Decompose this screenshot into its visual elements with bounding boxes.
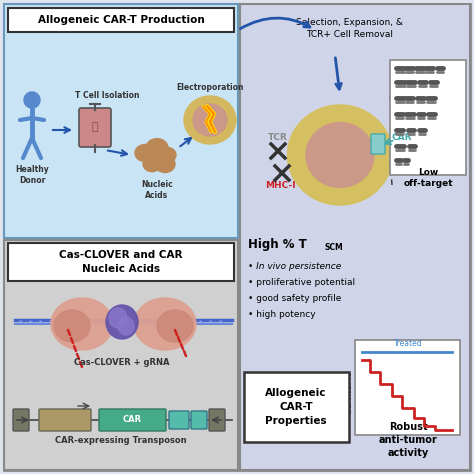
Text: • high potency: • high potency [248,310,316,319]
Text: Allogeneic
CAR-T
Properties: Allogeneic CAR-T Properties [265,388,327,426]
Ellipse shape [146,139,168,157]
Text: • In vivo persistence: • In vivo persistence [248,262,341,271]
FancyBboxPatch shape [371,134,385,154]
Ellipse shape [51,298,113,350]
Text: TCR: TCR [268,133,288,142]
Text: ＋: ＋ [91,122,98,132]
Text: Electroporation: Electroporation [176,83,244,92]
Text: SCM: SCM [325,243,344,252]
FancyBboxPatch shape [244,372,349,442]
Ellipse shape [118,317,134,335]
Ellipse shape [288,105,392,205]
Ellipse shape [109,308,127,328]
FancyBboxPatch shape [4,240,238,470]
FancyBboxPatch shape [209,409,225,431]
Text: Nucleic
Acids: Nucleic Acids [141,180,173,200]
Ellipse shape [158,147,176,163]
Text: Low
off-target: Low off-target [403,168,453,188]
FancyBboxPatch shape [169,411,189,429]
Ellipse shape [184,96,236,144]
Ellipse shape [306,122,374,188]
Text: Selection, Expansion, &
TCR+ Cell Removal: Selection, Expansion, & TCR+ Cell Remova… [297,18,403,39]
FancyBboxPatch shape [191,411,207,429]
FancyBboxPatch shape [390,60,466,175]
Text: Healthy
Donor: Healthy Donor [15,165,49,185]
Ellipse shape [143,156,161,172]
FancyBboxPatch shape [39,409,91,431]
FancyBboxPatch shape [79,108,111,147]
FancyBboxPatch shape [99,409,166,431]
Ellipse shape [54,310,90,342]
Text: Cas-CLOVER + gRNA: Cas-CLOVER + gRNA [74,358,170,367]
Ellipse shape [134,298,196,350]
Text: CAR-expressing Transposon: CAR-expressing Transposon [55,436,187,445]
FancyBboxPatch shape [4,4,238,238]
Text: • good safety profile: • good safety profile [248,294,341,303]
Text: MHC-I: MHC-I [264,181,295,190]
Text: Allogeneic CAR-T Production: Allogeneic CAR-T Production [37,15,204,25]
Ellipse shape [106,305,138,339]
Text: • proliferative potential: • proliferative potential [248,278,355,287]
Ellipse shape [135,145,155,162]
Text: Treated: Treated [394,339,422,348]
Text: Cas-CLOVER and CAR
Nucleic Acids: Cas-CLOVER and CAR Nucleic Acids [59,250,183,273]
Text: Robust
anti-tumor
activity: Robust anti-tumor activity [379,422,438,458]
Ellipse shape [157,310,193,342]
Ellipse shape [193,104,227,136]
FancyBboxPatch shape [13,409,29,431]
Text: T Cell Isolation: T Cell Isolation [75,91,139,100]
FancyBboxPatch shape [355,340,460,435]
Text: Survival %: Survival % [346,373,355,413]
Text: High % T: High % T [248,238,307,251]
Circle shape [24,92,40,108]
FancyBboxPatch shape [8,8,234,32]
Text: CAR: CAR [392,133,412,142]
FancyBboxPatch shape [240,4,470,470]
FancyBboxPatch shape [8,243,234,281]
FancyBboxPatch shape [4,4,470,470]
Ellipse shape [155,155,175,173]
Text: CAR: CAR [122,416,142,425]
